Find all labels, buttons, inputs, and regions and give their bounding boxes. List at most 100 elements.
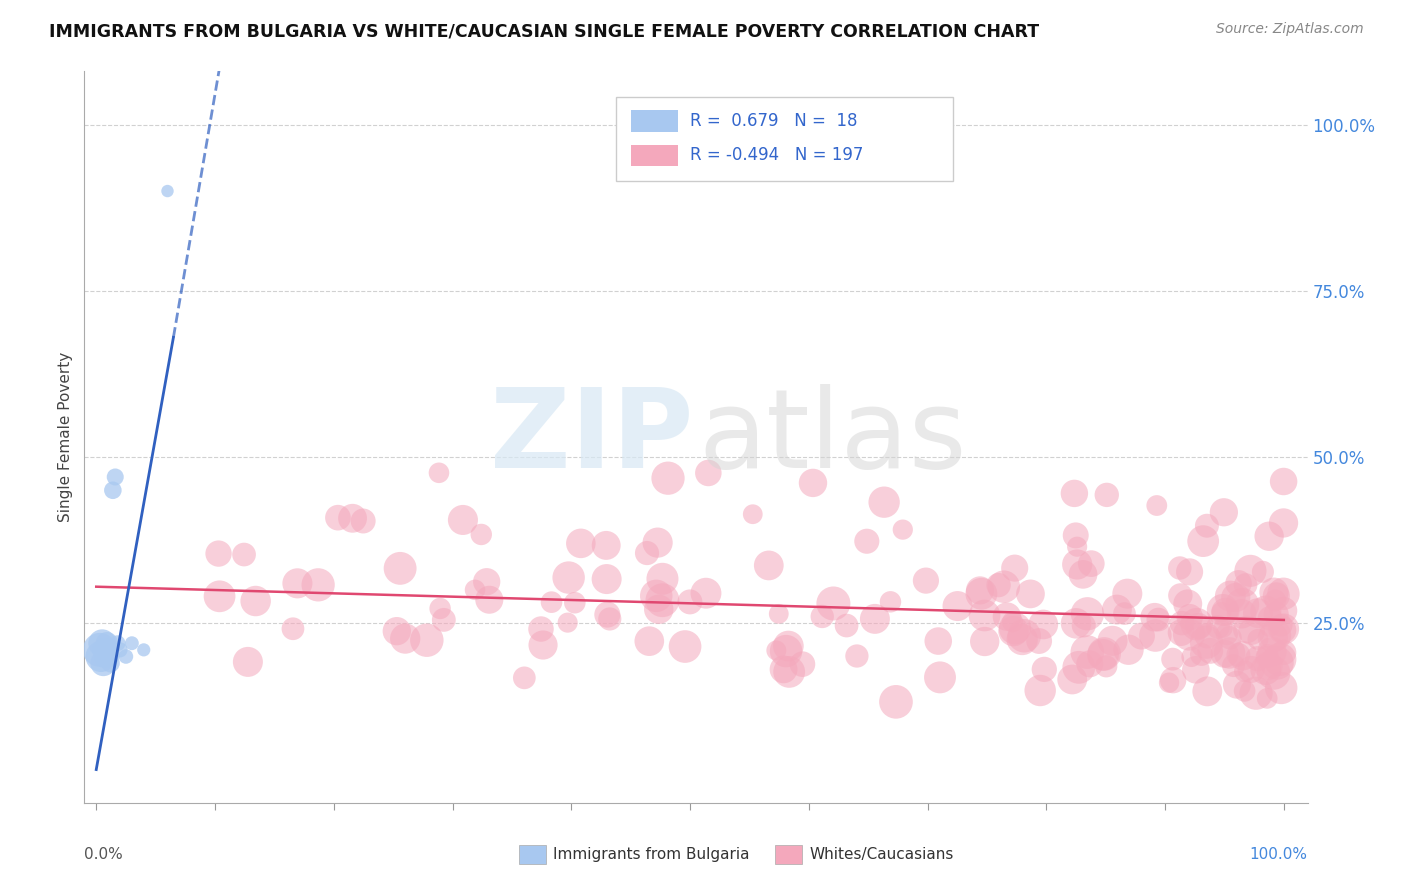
Point — [636, 546, 658, 560]
Point — [1180, 649, 1202, 664]
Point — [1195, 518, 1218, 533]
Point — [1225, 591, 1247, 605]
Text: Immigrants from Bulgaria: Immigrants from Bulgaria — [553, 847, 749, 862]
Point — [1211, 605, 1233, 619]
Point — [1219, 631, 1241, 645]
Point — [429, 601, 451, 615]
Point — [1095, 488, 1118, 502]
Point — [1254, 604, 1277, 618]
Point — [94, 649, 117, 664]
Point — [772, 662, 794, 676]
Point — [1080, 557, 1102, 571]
Point — [1219, 589, 1241, 603]
Text: 100.0%: 100.0% — [1250, 847, 1308, 862]
Point — [540, 595, 562, 609]
Point — [1263, 585, 1285, 599]
Point — [1222, 658, 1244, 673]
Point — [823, 597, 845, 611]
Point — [1002, 624, 1025, 638]
Point — [1101, 633, 1123, 648]
Text: Source: ZipAtlas.com: Source: ZipAtlas.com — [1216, 22, 1364, 37]
Point — [1064, 616, 1087, 631]
Point — [927, 634, 949, 648]
Point — [1272, 622, 1295, 636]
Point — [1270, 681, 1292, 695]
Point — [107, 636, 129, 650]
Point — [1197, 684, 1219, 698]
Point — [281, 622, 304, 636]
Point — [287, 576, 309, 591]
Point — [342, 511, 364, 525]
Point — [451, 513, 474, 527]
Point — [470, 527, 492, 541]
Point — [156, 184, 179, 198]
Point — [1092, 648, 1115, 662]
Point — [657, 471, 679, 485]
Point — [1261, 644, 1284, 658]
Point — [1234, 578, 1257, 592]
Point — [1219, 646, 1241, 660]
Point — [1076, 645, 1098, 659]
Point — [891, 523, 914, 537]
Point — [697, 466, 720, 480]
Text: atlas: atlas — [699, 384, 967, 491]
Point — [1239, 564, 1261, 578]
Point — [741, 507, 763, 521]
Point — [96, 636, 118, 650]
Point — [1157, 675, 1180, 690]
Point — [973, 634, 995, 648]
Point — [1215, 605, 1237, 619]
Point — [236, 655, 259, 669]
Point — [1257, 659, 1279, 673]
Point — [1256, 648, 1278, 662]
Point — [1178, 610, 1201, 624]
Point — [1032, 617, 1054, 632]
Point — [90, 649, 112, 664]
Point — [1226, 678, 1249, 692]
Point — [245, 594, 267, 608]
Point — [595, 538, 617, 552]
Point — [557, 615, 579, 630]
FancyBboxPatch shape — [616, 97, 953, 181]
Point — [778, 639, 800, 653]
Point — [1227, 576, 1250, 591]
Point — [1191, 648, 1213, 662]
Point — [531, 638, 554, 652]
Point — [1114, 607, 1136, 621]
Point — [115, 649, 138, 664]
FancyBboxPatch shape — [631, 110, 678, 132]
Point — [638, 634, 661, 648]
Point — [758, 558, 780, 573]
Point — [995, 609, 1018, 624]
Point — [1232, 598, 1254, 612]
Point — [915, 574, 938, 588]
FancyBboxPatch shape — [776, 846, 803, 863]
Point — [1270, 618, 1292, 632]
Point — [1076, 607, 1098, 621]
Point — [564, 596, 586, 610]
Point — [352, 514, 374, 528]
Point — [1206, 620, 1229, 634]
Point — [557, 571, 579, 585]
Point — [1258, 620, 1281, 634]
Point — [1240, 662, 1263, 676]
Point — [1105, 602, 1128, 616]
Point — [1095, 659, 1118, 673]
Text: ZIP: ZIP — [491, 384, 693, 491]
Point — [1272, 516, 1295, 530]
Point — [1265, 607, 1288, 622]
Point — [1272, 475, 1295, 489]
Point — [108, 643, 131, 657]
Point — [1011, 632, 1033, 647]
Point — [97, 643, 120, 657]
Point — [1197, 629, 1219, 643]
Point — [1130, 629, 1153, 643]
Point — [1258, 529, 1281, 543]
Point — [1240, 624, 1263, 639]
Point — [1066, 540, 1088, 554]
Point — [1029, 683, 1052, 698]
Point — [394, 632, 416, 646]
Point — [1272, 645, 1295, 659]
FancyBboxPatch shape — [519, 846, 546, 863]
Point — [1272, 587, 1295, 601]
